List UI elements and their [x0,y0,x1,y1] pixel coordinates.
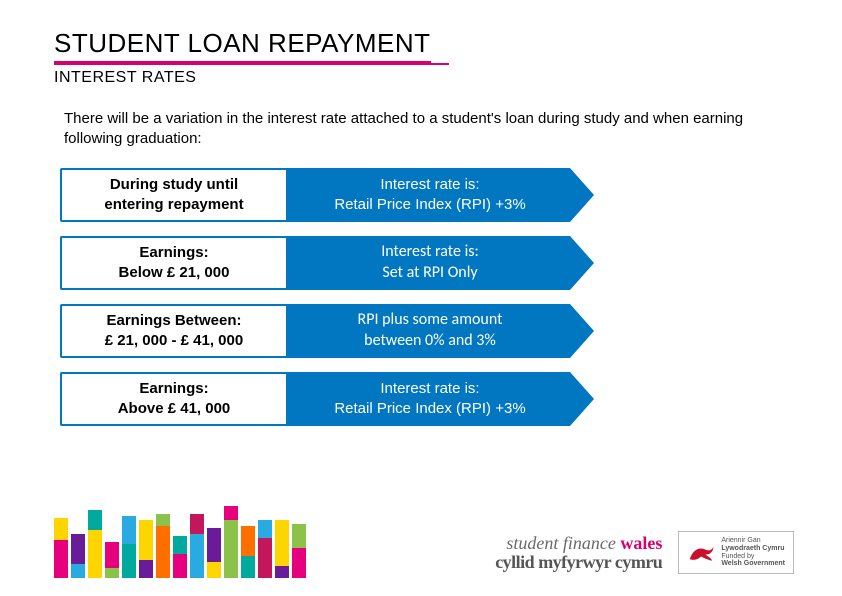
bar-column [258,520,272,578]
bar-segment [241,526,255,556]
bar-segment [139,560,153,578]
bar-column [105,542,119,578]
welsh-gov-logo: Ariennir Gan Lywodraeth Cymru Funded by … [678,531,794,574]
bar-segment [275,566,289,578]
condition-line2: Below £ 21, 000 [119,263,230,283]
condition-line2: Above £ 41, 000 [118,399,231,419]
wg-text-2: Lywodraeth Cymru [721,545,785,553]
condition-box: Earnings:Below £ 21, 000 [60,236,288,290]
arrow-tip-icon [570,372,594,426]
bar-column [190,514,204,578]
rate-line1: Interest rate is: [380,379,479,399]
bar-column [207,528,221,578]
wg-text-4: Welsh Government [721,560,785,568]
condition-box: During study untilentering repayment [60,168,288,222]
rate-line2: Set at RPI Only [382,263,477,284]
rate-line1: Interest rate is: [380,175,479,195]
bar-segment [156,514,170,526]
bar-column [224,506,238,578]
dragon-icon [687,542,715,564]
bar-segment [258,520,272,538]
bar-column [292,524,306,578]
rate-arrow: Interest rate is:Retail Price Index (RPI… [280,168,595,222]
bar-column [275,520,289,578]
sfw-en-bold: wales [620,533,662,553]
condition-line1: Earnings: [139,379,208,399]
condition-box: Earnings Between:£ 21, 000 - £ 41, 000 [60,304,288,358]
rate-row: Earnings:Above £ 41, 000Interest rate is… [60,372,788,426]
rate-arrow: Interest rate is:Set at RPI Only [280,236,595,290]
bar-segment [122,516,136,544]
rate-line1: Interest rate is: [381,242,479,263]
condition-line1: Earnings: [139,243,208,263]
bar-column [173,536,187,578]
wg-text-3: Funded by [721,553,785,561]
bar-segment [156,526,170,578]
bar-column [241,526,255,578]
bar-segment [71,564,85,578]
bar-segment [275,520,289,566]
rate-body: Interest rate is:Set at RPI Only [280,236,570,290]
bar-segment [88,510,102,530]
rate-rows: During study untilentering repaymentInte… [60,168,788,426]
bar-segment [224,506,238,520]
arrow-tip-icon [570,168,594,222]
rate-body: Interest rate is:Retail Price Index (RPI… [280,168,570,222]
bar-segment [207,528,221,562]
wg-text-1: Ariennir Gan [721,537,785,545]
rate-line2: between 0% and 3% [364,331,496,352]
bar-segment [190,514,204,534]
sfw-en-prefix: student finance [506,533,620,553]
bar-segment [292,548,306,578]
rate-line1: RPI plus some amount [358,310,503,331]
bar-segment [224,520,238,578]
rate-row: Earnings Between:£ 21, 000 - £ 41, 000RP… [60,304,788,358]
bar-segment [139,520,153,560]
sfw-logo: student finance wales cyllid myfyrwyr cy… [495,534,662,572]
arrow-tip-icon [570,236,594,290]
bar-segment [54,540,68,578]
rate-arrow: RPI plus some amountbetween 0% and 3% [280,304,595,358]
rate-body: RPI plus some amountbetween 0% and 3% [280,304,570,358]
rate-row: During study untilentering repaymentInte… [60,168,788,222]
bar-segment [241,556,255,578]
condition-line2: entering repayment [104,195,243,215]
bar-column [122,516,136,578]
bar-segment [292,524,306,548]
bar-segment [88,530,102,578]
bar-segment [207,562,221,578]
bar-column [139,520,153,578]
bar-segment [258,538,272,578]
rate-line2: Retail Price Index (RPI) +3% [334,399,525,419]
condition-line2: £ 21, 000 - £ 41, 000 [105,331,243,351]
rate-body: Interest rate is:Retail Price Index (RPI… [280,372,570,426]
condition-box: Earnings:Above £ 41, 000 [60,372,288,426]
bar-segment [105,542,119,568]
rate-arrow: Interest rate is:Retail Price Index (RPI… [280,372,595,426]
rate-line2: Retail Price Index (RPI) +3% [334,195,525,215]
decorative-bars [54,498,306,578]
sfw-cy: cyllid myfyrwyr cymru [495,553,662,572]
bar-segment [173,554,187,578]
arrow-tip-icon [570,304,594,358]
page-subtitle: INTEREST RATES [54,69,788,87]
bar-segment [173,536,187,554]
bar-column [71,534,85,578]
bar-segment [71,534,85,564]
footer-logos: student finance wales cyllid myfyrwyr cy… [495,531,794,574]
bar-column [54,518,68,578]
condition-line1: Earnings Between: [106,311,241,331]
page-title: STUDENT LOAN REPAYMENT [54,28,431,63]
bar-segment [122,544,136,578]
bar-segment [190,534,204,578]
bar-column [88,510,102,578]
bar-segment [105,568,119,578]
intro-text: There will be a variation in the interes… [64,109,778,150]
condition-line1: During study until [110,175,238,195]
bar-column [156,514,170,578]
bar-segment [54,518,68,540]
rate-row: Earnings:Below £ 21, 000Interest rate is… [60,236,788,290]
